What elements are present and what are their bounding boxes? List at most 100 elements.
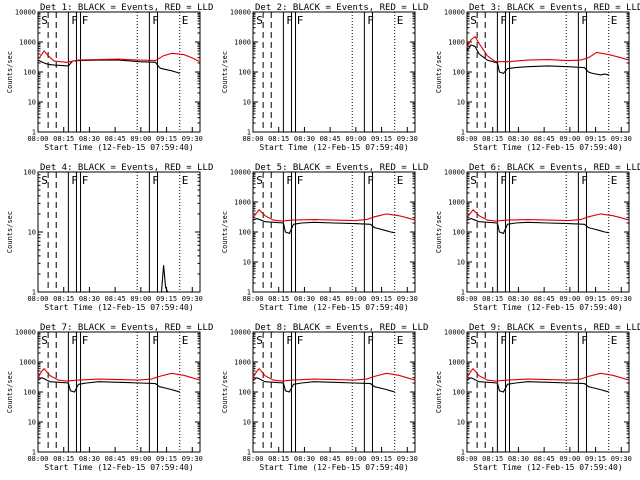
y-tick-label: 1000: [234, 359, 251, 367]
y-tick-label: 100: [23, 169, 36, 177]
x-tick-label: 09:30: [397, 295, 418, 303]
series-lld: [252, 208, 416, 222]
event-letter: F: [500, 14, 507, 27]
y-axis-label: Counts/sec: [6, 371, 14, 413]
y-tick-label: 100: [23, 389, 36, 397]
y-tick-label: 1: [247, 129, 251, 137]
x-tick-label: 08:15: [268, 135, 289, 143]
y-tick-label: 100: [452, 389, 465, 397]
event-letter: E: [397, 334, 404, 347]
x-axis-label: Start Time (12-Feb-15 07:59:40): [44, 303, 193, 312]
x-tick-label: 08:00: [27, 455, 48, 463]
event-letter: F: [297, 334, 304, 347]
x-axis-label: Start Time (12-Feb-15 07:59:40): [473, 463, 622, 472]
event-letter: E: [611, 174, 618, 187]
y-tick-label: 10: [457, 99, 465, 107]
y-tick-label: 100: [238, 69, 251, 77]
det-panel-9: Det 9: BLACK = Events, RED = LLD 1 10 100 10…: [435, 323, 640, 472]
y-axis-label: Counts/sec: [6, 51, 14, 93]
y-tick-label: 1000: [448, 199, 465, 207]
y-tick-label: 10: [28, 229, 36, 237]
y-tick-label: 10000: [230, 9, 251, 17]
x-axis-label: Start Time (12-Feb-15 07:59:40): [473, 303, 622, 312]
event-letter: F: [581, 174, 588, 187]
event-letter: F: [71, 14, 78, 27]
y-tick-label: 1000: [234, 199, 251, 207]
panel-title: Det 7: BLACK = Events, RED = LLD: [40, 323, 213, 333]
series-events: [160, 265, 169, 293]
y-tick-label: 10000: [230, 169, 251, 177]
x-tick-label: 08:00: [242, 295, 263, 303]
event-letter: S: [256, 174, 263, 187]
x-tick-label: 08:00: [27, 135, 48, 143]
series-events: [252, 377, 395, 393]
x-tick-label: 09:15: [156, 455, 177, 463]
event-letter: F: [82, 174, 89, 187]
x-tick-label: 09:00: [559, 135, 580, 143]
y-tick-label: 10: [457, 259, 465, 267]
x-tick-label: 08:45: [105, 455, 126, 463]
x-tick-label: 09:15: [585, 295, 606, 303]
x-tick-label: 08:15: [53, 455, 74, 463]
panel-title: Det 6: BLACK = Events, RED = LLD: [469, 163, 640, 173]
y-tick-label: 1: [461, 129, 465, 137]
y-tick-label: 1: [32, 289, 36, 297]
x-tick-label: 08:15: [53, 135, 74, 143]
y-tick-label: 10: [243, 99, 251, 107]
x-tick-label: 08:45: [320, 455, 341, 463]
event-letter: E: [182, 334, 189, 347]
event-letter: F: [297, 174, 304, 187]
series-events: [252, 218, 395, 235]
panel-title: Det 5: BLACK = Events, RED = LLD: [255, 163, 428, 173]
x-tick-label: 09:30: [182, 455, 203, 463]
event-letter: F: [511, 174, 518, 187]
x-tick-label: 08:30: [79, 295, 100, 303]
y-tick-label: 1: [461, 289, 465, 297]
y-tick-label: 1000: [19, 39, 36, 47]
x-tick-label: 09:00: [130, 455, 151, 463]
series-lld: [466, 367, 630, 382]
x-tick-label: 09:30: [611, 455, 632, 463]
x-tick-label: 09:00: [345, 295, 366, 303]
y-axis-label: Counts/sec: [435, 371, 443, 413]
event-letter: F: [297, 14, 304, 27]
y-tick-label: 1000: [19, 359, 36, 367]
x-tick-label: 08:30: [79, 455, 100, 463]
event-letter: S: [470, 14, 477, 27]
x-tick-label: 08:15: [482, 295, 503, 303]
det-panel-7: Det 7: BLACK = Events, RED = LLD 1 10 100 10…: [6, 323, 213, 472]
event-letter: F: [581, 334, 588, 347]
x-tick-label: 08:45: [320, 135, 341, 143]
x-tick-label: 08:45: [534, 135, 555, 143]
y-tick-label: 100: [452, 229, 465, 237]
panel-title: Det 8: BLACK = Events, RED = LLD: [255, 323, 428, 333]
event-letter: E: [182, 174, 189, 187]
det-panel-6: Det 6: BLACK = Events, RED = LLD 1 10 100 10…: [435, 163, 640, 312]
series-lld: [252, 367, 416, 382]
y-tick-label: 100: [238, 229, 251, 237]
x-tick-label: 09:15: [156, 135, 177, 143]
plot-frame: [37, 171, 201, 293]
x-axis-label: Start Time (12-Feb-15 07:59:40): [473, 143, 622, 152]
series-events: [37, 59, 180, 74]
y-axis-label: Counts/sec: [435, 51, 443, 93]
series-lld: [466, 208, 630, 222]
x-tick-label: 08:15: [268, 295, 289, 303]
series-lld: [466, 35, 630, 63]
y-axis-label: Counts/sec: [221, 211, 229, 253]
x-tick-label: 08:00: [456, 455, 477, 463]
x-tick-label: 09:15: [156, 295, 177, 303]
det-panel-1: Det 1: BLACK = Events, RED = LLD 1 10 100 10…: [6, 3, 213, 152]
panel-title: Det 3: BLACK = Events, RED = LLD: [469, 3, 640, 13]
x-tick-label: 09:30: [611, 135, 632, 143]
panel-title: Det 4: BLACK = Events, RED = LLD: [40, 163, 213, 173]
event-letter: F: [286, 174, 293, 187]
y-axis-label: Counts/sec: [6, 211, 14, 253]
x-tick-label: 08:30: [508, 295, 529, 303]
x-tick-label: 08:00: [27, 295, 48, 303]
panel-title: Det 1: BLACK = Events, RED = LLD: [40, 3, 213, 13]
event-letter: F: [367, 334, 374, 347]
y-tick-label: 10000: [444, 9, 465, 17]
y-tick-label: 1000: [448, 359, 465, 367]
x-tick-label: 08:30: [508, 135, 529, 143]
